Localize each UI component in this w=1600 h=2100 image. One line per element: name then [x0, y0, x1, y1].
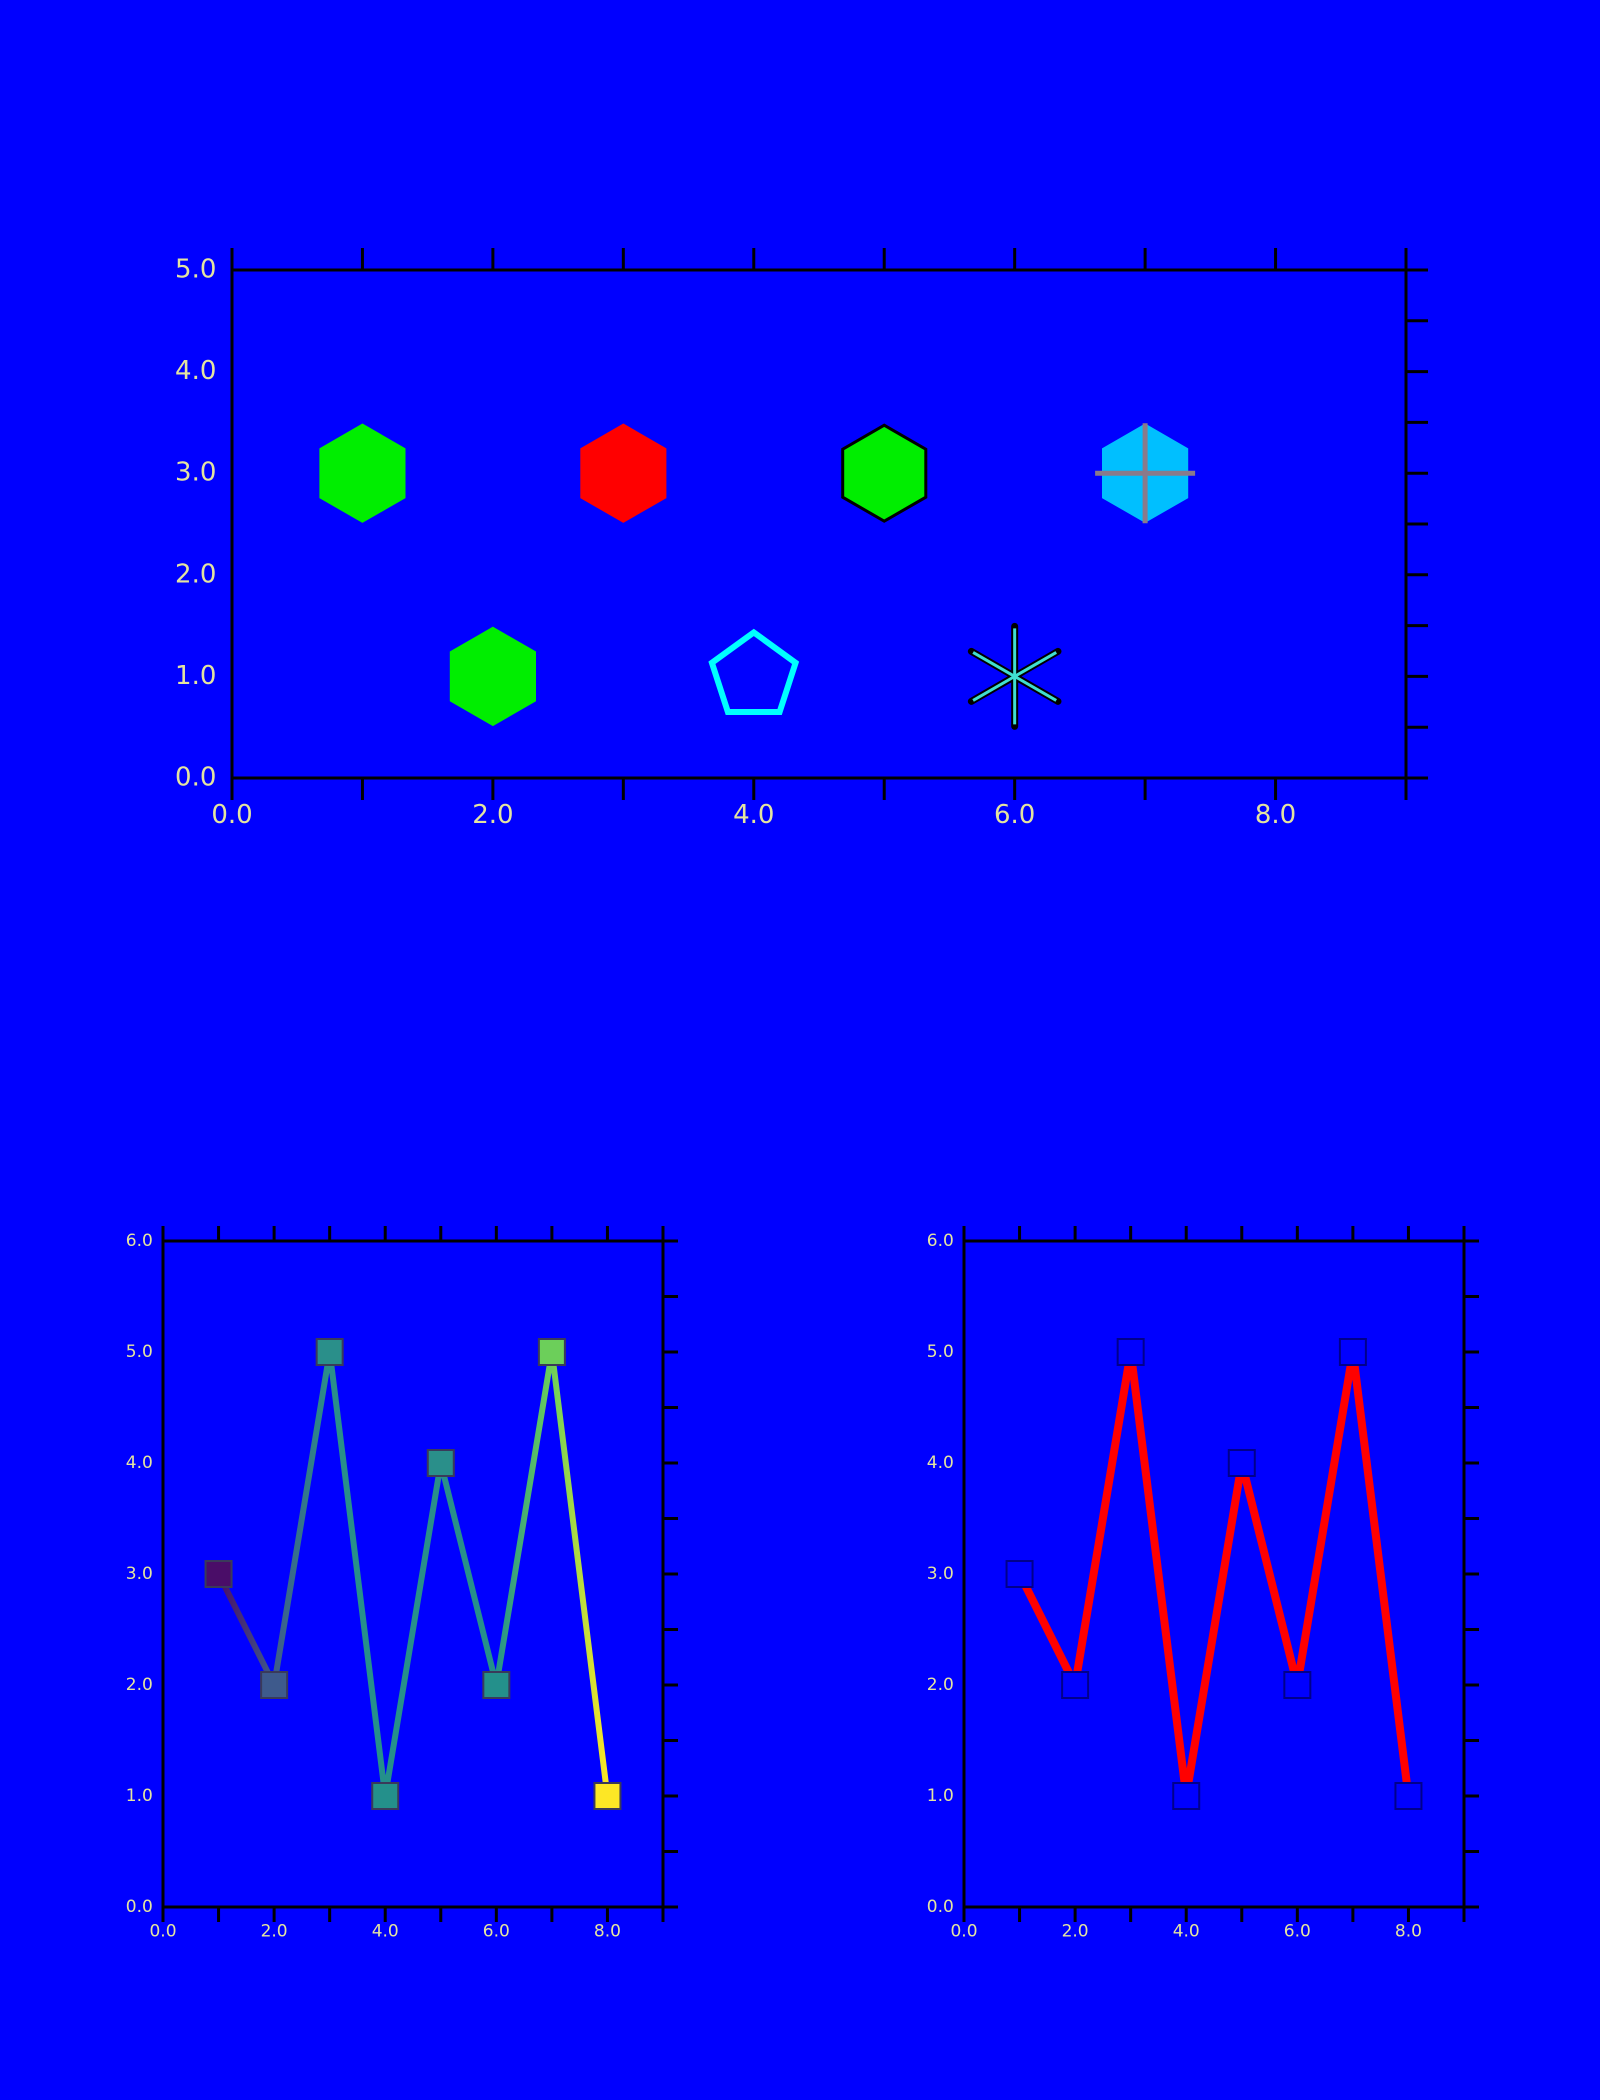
x-tick-label: 6.0 — [483, 1922, 510, 1942]
marker — [1095, 423, 1196, 524]
y-tick-label: 1.0 — [175, 661, 216, 691]
y-tick-label: 4.0 — [175, 356, 216, 386]
plot-frame — [230, 268, 1408, 780]
y-tick-label: 5.0 — [126, 1342, 153, 1362]
x-tick-label: 4.0 — [733, 800, 774, 830]
marker — [1283, 1671, 1312, 1699]
marker — [580, 423, 667, 523]
x-tick-label: 8.0 — [1255, 800, 1296, 830]
y-tick-label: 0.0 — [175, 763, 216, 793]
x-tick-label: 6.0 — [994, 800, 1035, 830]
marker — [708, 628, 800, 715]
chart: 0.0 2.0 4.0 6.0 8.0 0.0 1.0 2.0 3.0 4.0 5.0 — [175, 248, 1428, 830]
marker — [319, 423, 406, 523]
marker — [537, 1338, 566, 1366]
y-tick-label: 3.0 — [126, 1564, 153, 1584]
marker — [593, 1782, 622, 1810]
y-tick-label: 3.0 — [175, 458, 216, 488]
marker — [482, 1671, 511, 1699]
plot-frame — [161, 1239, 665, 1909]
x-tick-label: 4.0 — [372, 1922, 399, 1942]
marker — [1116, 1338, 1145, 1366]
y-tick-label: 6.0 — [927, 1231, 954, 1251]
y-tick-label: 3.0 — [927, 1564, 954, 1584]
marker — [449, 626, 536, 727]
marker — [1061, 1671, 1090, 1699]
y-tick-label: 4.0 — [927, 1453, 954, 1473]
line — [215, 1351, 611, 1797]
x-tick-label: 2.0 — [261, 1922, 288, 1942]
marker — [1227, 1449, 1256, 1477]
marker — [371, 1782, 400, 1810]
x-tick-label: 6.0 — [1284, 1922, 1311, 1942]
x-tick-label: 8.0 — [594, 1922, 621, 1942]
marker — [1172, 1782, 1201, 1810]
x-tick-label: 0.0 — [950, 1922, 977, 1942]
x-tick-label: 2.0 — [1062, 1922, 1089, 1942]
marker — [315, 1338, 344, 1366]
x-tick-label: 0.0 — [211, 800, 252, 830]
chart: 0.0 2.0 4.0 6.0 8.0 0.0 1.0 2.0 3.0 4.0 5.0 6.0 — [927, 1226, 1479, 1942]
marker — [967, 622, 1062, 730]
marker — [841, 423, 928, 523]
x-tick-label: 4.0 — [1173, 1922, 1200, 1942]
y-tick-label: 4.0 — [126, 1453, 153, 1473]
y-tick-label: 5.0 — [927, 1342, 954, 1362]
x-tick-label: 2.0 — [472, 800, 513, 830]
x-tick-label: 8.0 — [1395, 1922, 1422, 1942]
y-tick-label: 0.0 — [927, 1897, 954, 1917]
y-tick-label: 5.0 — [175, 255, 216, 285]
y-tick-label: 2.0 — [927, 1675, 954, 1695]
marker — [1005, 1560, 1034, 1588]
plot-frame — [962, 1239, 1466, 1909]
marker — [260, 1671, 289, 1699]
y-tick-label: 2.0 — [175, 559, 216, 589]
y-tick-label: 0.0 — [126, 1897, 153, 1917]
y-tick-label: 6.0 — [126, 1231, 153, 1251]
marker — [1394, 1782, 1423, 1810]
line — [1016, 1351, 1413, 1797]
y-tick-label: 2.0 — [126, 1675, 153, 1695]
x-tick-label: 0.0 — [149, 1922, 176, 1942]
chart: 0.0 2.0 4.0 6.0 8.0 0.0 1.0 2.0 3.0 4.0 5.0 6.0 — [126, 1226, 678, 1942]
marker — [1338, 1338, 1367, 1366]
marker — [426, 1449, 455, 1477]
y-tick-label: 1.0 — [126, 1786, 153, 1806]
y-tick-label: 1.0 — [927, 1786, 954, 1806]
marker — [204, 1560, 233, 1588]
